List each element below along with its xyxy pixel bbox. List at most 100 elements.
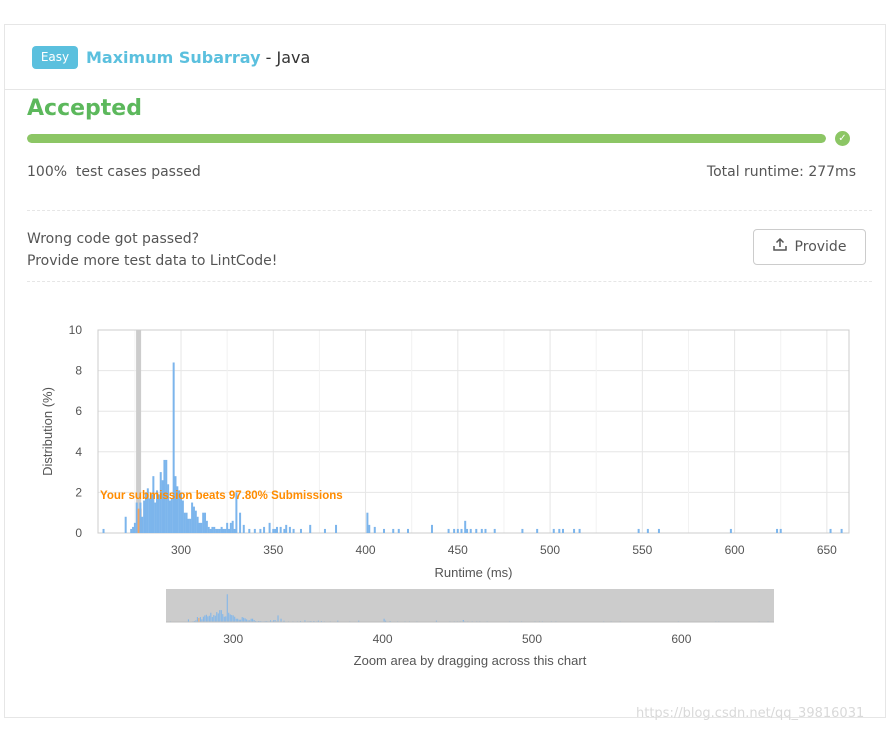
distribution-bar[interactable] [288,526,291,533]
distribution-bar[interactable] [150,494,153,533]
distribution-bar[interactable] [215,528,218,533]
distribution-bar[interactable] [637,528,640,533]
distribution-bar[interactable] [646,528,649,533]
distribution-bar[interactable] [275,526,278,533]
distribution-bar[interactable] [573,528,576,533]
distribution-bar[interactable] [292,528,295,533]
distribution-bar[interactable] [165,459,168,533]
distribution-bar[interactable] [366,512,369,533]
distribution-bar[interactable] [558,528,561,533]
distribution-bar[interactable] [135,502,138,533]
distribution-bar[interactable] [259,528,262,533]
distribution-bar[interactable] [464,520,467,533]
distribution-bar[interactable] [397,528,400,533]
distribution-bar[interactable] [220,526,223,533]
distribution-bar[interactable] [323,528,326,533]
distribution-bar[interactable] [309,524,312,533]
distribution-bar[interactable] [172,362,175,533]
distribution-bar[interactable] [170,498,173,533]
distribution-bar[interactable] [268,522,271,533]
provide-button[interactable]: Provide [753,229,866,265]
distribution-bar[interactable] [285,524,288,533]
distribution-bar[interactable] [154,502,157,533]
distribution-bar[interactable] [248,528,251,533]
distribution-bar[interactable] [392,528,395,533]
distribution-bar[interactable] [657,528,660,533]
distribution-bar[interactable] [272,528,275,533]
distribution-bar[interactable] [204,512,207,533]
distribution-bar[interactable] [176,486,179,533]
distribution-bar[interactable] [146,488,149,533]
distribution-bar[interactable] [228,528,231,533]
distribution-bar[interactable] [189,518,192,533]
distribution-bar[interactable] [368,524,371,533]
distribution-bar[interactable] [460,528,463,533]
distribution-bar[interactable] [133,522,136,533]
distribution-bar[interactable] [233,528,236,533]
distribution-bar[interactable] [181,500,184,533]
distribution-bar[interactable] [174,476,177,533]
distribution-bar[interactable] [229,522,232,533]
distribution-bar[interactable] [180,492,183,533]
distribution-bar[interactable] [124,516,127,533]
distribution-bar[interactable] [578,528,581,533]
distribution-bar[interactable] [168,500,171,533]
distribution-bar[interactable] [148,498,151,533]
distribution-bar[interactable] [200,522,203,533]
distribution-bar[interactable] [183,512,186,533]
distribution-bar[interactable] [406,528,409,533]
distribution-bar[interactable] [187,518,190,533]
distribution-bar[interactable] [218,528,221,533]
distribution-bar[interactable] [144,492,147,533]
distribution-bar[interactable] [299,528,302,533]
distribution-bar[interactable] [222,528,225,533]
distribution-bar[interactable] [475,528,478,533]
distribution-bar[interactable] [521,528,524,533]
distribution-bar[interactable] [226,522,229,533]
distribution-bar[interactable] [536,528,539,533]
distribution-bar[interactable] [191,502,194,533]
distribution-bar[interactable] [209,528,212,533]
zoom-navigator[interactable] [166,589,774,622]
distribution-bar[interactable] [132,526,135,533]
distribution-bar[interactable] [224,528,227,533]
distribution-bar[interactable] [192,506,195,533]
distribution-bar[interactable] [202,512,205,533]
distribution-bar[interactable] [263,526,266,533]
distribution-bar[interactable] [163,459,166,533]
distribution-bar[interactable] [469,528,472,533]
distribution-bar[interactable] [456,528,459,533]
distribution-bar[interactable] [253,528,256,533]
distribution-bar[interactable] [829,528,832,533]
distribution-bar[interactable] [194,510,197,533]
distribution-bar[interactable] [239,512,242,533]
distribution-bar[interactable] [141,516,144,533]
distribution-bar[interactable] [205,520,208,533]
distribution-bar[interactable] [198,522,201,533]
distribution-bar[interactable] [840,528,843,533]
distribution-bar[interactable] [235,492,238,533]
distribution-bar[interactable] [430,524,433,533]
distribution-bar[interactable] [196,516,199,533]
distribution-bar[interactable] [143,500,146,533]
distribution-bar[interactable] [185,512,188,533]
distribution-bar[interactable] [161,480,164,533]
distribution-bar[interactable] [156,490,159,533]
distribution-bar[interactable] [493,528,496,533]
distribution-bar[interactable] [283,528,286,533]
distribution-bar[interactable] [216,528,219,533]
distribution-bar[interactable] [776,528,779,533]
distribution-bar[interactable] [552,528,555,533]
distribution-bar[interactable] [139,502,142,533]
distribution-bar[interactable] [453,528,456,533]
distribution-bar[interactable] [167,484,170,533]
distribution-bar[interactable] [211,526,214,533]
distribution-bar[interactable] [130,528,133,533]
distribution-bar[interactable] [729,528,732,533]
distribution-bar[interactable] [102,528,105,533]
distribution-bar[interactable] [274,528,277,533]
distribution-bar[interactable] [152,476,155,533]
distribution-bar[interactable] [231,520,234,533]
distribution-bar[interactable] [447,528,450,533]
